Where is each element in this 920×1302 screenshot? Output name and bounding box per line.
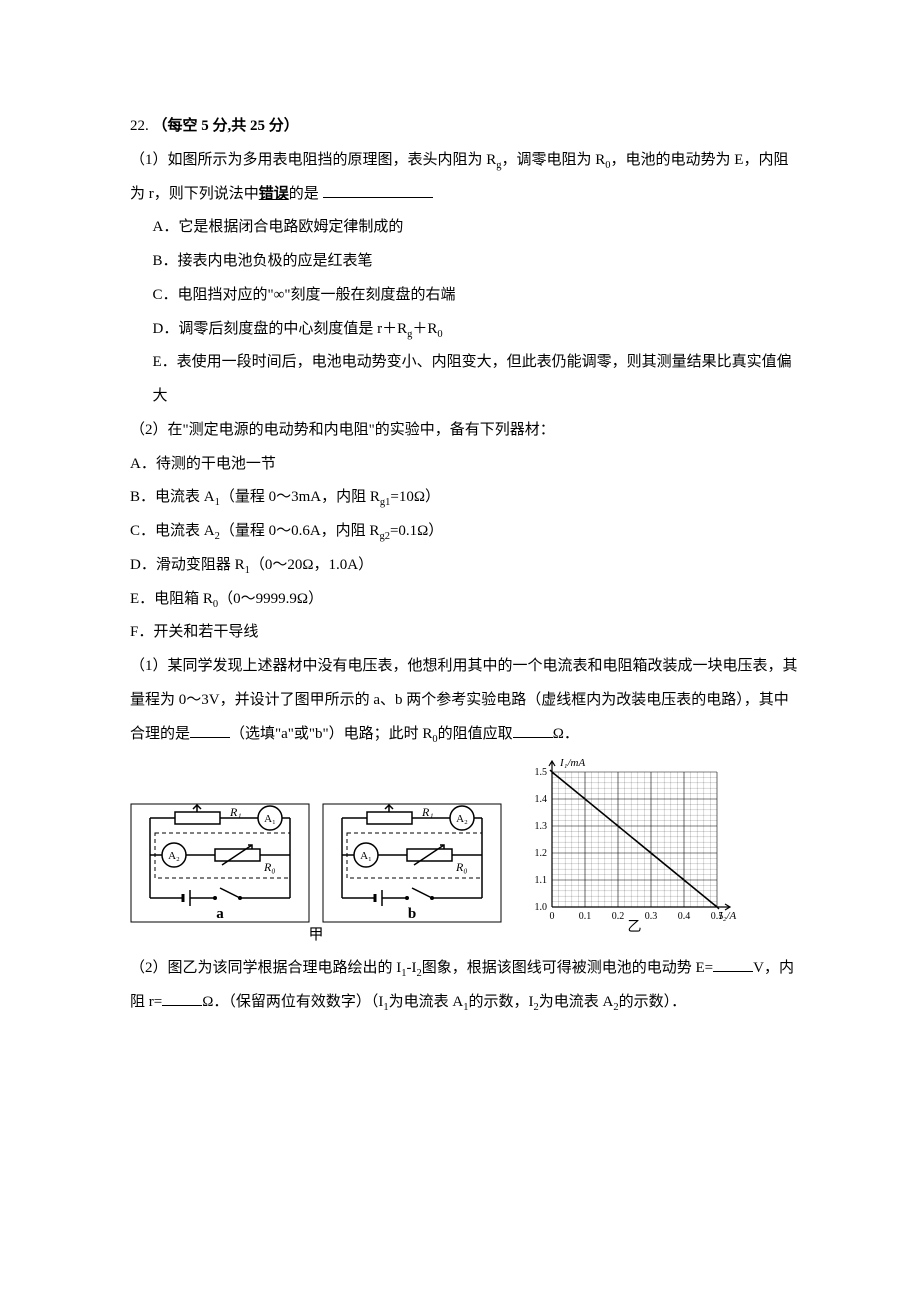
text: Ω．: [553, 726, 579, 742]
text: ＋R: [412, 321, 437, 337]
material-d: D．滑动变阻器 R1（0～20Ω，1.0A）: [130, 549, 800, 583]
subscript: g2: [379, 531, 390, 542]
option-d: D．调零后刻度盘的中心刻度值是 r＋Rg＋R0: [130, 313, 800, 347]
svg-text:0: 0: [550, 911, 555, 922]
text: 的是: [289, 186, 319, 202]
text: （量程 0～3mA，内阻 R: [220, 489, 380, 505]
circuit-label: b: [408, 906, 416, 922]
text: D．调零后刻度盘的中心刻度值是 r＋R: [153, 321, 408, 337]
label: A₂: [168, 850, 180, 862]
material-c: C．电流表 A2（量程 0～0.6A，内阻 Rg2=0.1Ω）: [130, 515, 800, 549]
label: A₁: [360, 850, 372, 862]
text: E．电阻箱 R: [130, 591, 213, 607]
text: ，调零电阻为 R: [502, 152, 606, 168]
text: 图象，根据该图线可得被测电池的电动势 E=: [422, 960, 713, 976]
label: R₀: [263, 860, 276, 874]
answer-blank[interactable]: [513, 722, 553, 738]
circuit-label: a: [216, 906, 224, 922]
text: （1）如图所示为多用表电阻挡的原理图，表头内阻为 R: [130, 152, 496, 168]
text: C．电流表 A: [130, 523, 215, 539]
text: D．滑动变阻器 R: [130, 557, 245, 573]
label: A₂: [456, 813, 468, 825]
question-number: 22.: [130, 118, 149, 134]
option-c: C．电阻挡对应的"∞"刻度一般在刻度盘的右端: [130, 279, 800, 313]
sub-question-1: （1）某同学发现上述器材中没有电压表，他想利用其中的一个电流表和电阻箱改装成一块…: [130, 650, 800, 751]
text: =10Ω）: [390, 489, 440, 505]
circuit-pair: R₁ A₁ A₂: [130, 803, 502, 946]
svg-text:1.1: 1.1: [535, 875, 548, 886]
emphasis-word: 错误: [259, 186, 289, 202]
svg-text:0.3: 0.3: [645, 911, 658, 922]
text: E．表使用一段时间后，电池电动势变小、内阻变大，但此表仍能调零，则其测量结果比真…: [153, 354, 792, 404]
text: （2）图乙为该同学根据合理电路绘出的 I: [130, 960, 401, 976]
text: （0～9999.9Ω）: [218, 591, 323, 607]
svg-text:1.5: 1.5: [535, 767, 548, 778]
answer-blank[interactable]: [162, 990, 202, 1006]
svg-text:乙: 乙: [628, 919, 642, 932]
subscript: g1: [380, 497, 391, 508]
svg-text:I₁/mA: I₁/mA: [559, 757, 585, 769]
option-b: B．接表内电池负极的应是红表笔: [130, 245, 800, 279]
svg-text:1.0: 1.0: [535, 902, 548, 913]
text: 的示数）．: [619, 994, 687, 1010]
answer-blank[interactable]: [323, 182, 433, 198]
page: 22. （每空 5 分,共 25 分） （1）如图所示为多用表电阻挡的原理图，表…: [0, 0, 920, 1080]
part1-intro: （1）如图所示为多用表电阻挡的原理图，表头内阻为 Rg，调零电阻为 R0，电池的…: [130, 144, 800, 212]
material-a: A．待测的干电池一节: [130, 448, 800, 482]
subscript: 0: [437, 329, 442, 340]
material-e: E．电阻箱 R0（0～9999.9Ω）: [130, 583, 800, 617]
material-f: F．开关和若干导线: [130, 616, 800, 650]
label: R₁: [421, 805, 434, 819]
text: 为电流表 A: [539, 994, 614, 1010]
option-e: E．表使用一段时间后，电池电动势变小、内阻变大，但此表仍能调零，则其测量结果比真…: [130, 346, 800, 414]
question-score: （每空 5 分,共 25 分）: [153, 118, 299, 134]
figures-row: R₁ A₁ A₂: [130, 757, 800, 946]
text: （量程 0～0.6A，内阻 R: [220, 523, 380, 539]
label: R₁: [229, 805, 242, 819]
question-heading: 22. （每空 5 分,共 25 分）: [130, 110, 800, 144]
graph-container: 00.10.20.30.40.51.01.11.21.31.41.5I₁/mAI…: [514, 757, 744, 946]
circuit-b-svg: R₁ A₂ A₁ R₀: [322, 803, 502, 923]
option-a: A．它是根据闭合电路欧姆定律制成的: [130, 211, 800, 245]
answer-blank[interactable]: [713, 956, 753, 972]
text: 的示数，I: [468, 994, 533, 1010]
material-b: B．电流表 A1（量程 0～3mA，内阻 Rg1=10Ω）: [130, 481, 800, 515]
answer-blank[interactable]: [190, 722, 230, 738]
svg-text:1.4: 1.4: [535, 794, 548, 805]
svg-text:1.2: 1.2: [535, 848, 548, 859]
text: （0～20Ω，1.0A）: [250, 557, 373, 573]
svg-text:0.4: 0.4: [678, 911, 691, 922]
svg-text:0.2: 0.2: [612, 911, 625, 922]
text: 的阻值应取: [438, 726, 513, 742]
label: R₀: [455, 860, 468, 874]
svg-text:I₂/A: I₂/A: [718, 910, 737, 922]
graph-svg: 00.10.20.30.40.51.01.11.21.31.41.5I₁/mAI…: [514, 757, 744, 932]
circuit-caption: 甲: [308, 925, 323, 946]
text: （选填"a"或"b"）电路；此时 R: [230, 726, 432, 742]
text: =0.1Ω）: [390, 523, 443, 539]
text: 为电流表 A: [389, 994, 464, 1010]
label: A₁: [264, 813, 276, 825]
text: B．电流表 A: [130, 489, 215, 505]
sub-question-2: （2）图乙为该同学根据合理电路绘出的 I1‐I2图象，根据该图线可得被测电池的电…: [130, 952, 800, 1020]
text: ‐I: [407, 960, 417, 976]
svg-text:0.1: 0.1: [579, 911, 592, 922]
part2-intro: （2）在"测定电源的电动势和内电阻"的实验中，备有下列器材：: [130, 414, 800, 448]
svg-text:1.3: 1.3: [535, 821, 548, 832]
text: Ω．（保留两位有效数字）（I: [202, 994, 383, 1010]
circuit-a-svg: R₁ A₁ A₂: [130, 803, 310, 923]
